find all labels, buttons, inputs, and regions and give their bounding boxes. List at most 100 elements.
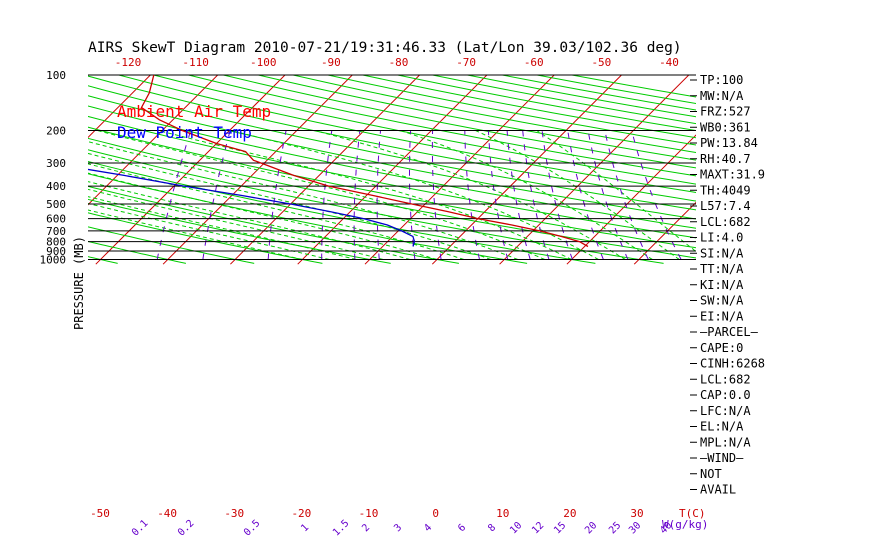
mixing-ratio-label: 12 bbox=[530, 520, 546, 536]
index-label: AVAIL bbox=[700, 483, 736, 497]
moist-adiabat-line bbox=[314, 130, 626, 260]
mixing-ratio-label: 8 bbox=[486, 522, 498, 534]
mixing-ratio-label: 0.5 bbox=[242, 518, 263, 539]
dry-adiabat-line bbox=[88, 126, 696, 249]
dry-adiabat-line bbox=[360, 75, 696, 139]
dry-adiabat-line bbox=[88, 85, 696, 211]
dry-adiabat-line bbox=[88, 212, 323, 264]
dry-adiabat-line bbox=[88, 75, 696, 202]
top-temp-tick-label: -110 bbox=[182, 56, 209, 69]
mixing-ratio-line bbox=[321, 130, 333, 260]
bottom-temp-tick-label: -40 bbox=[157, 507, 177, 520]
index-label: EL:N/A bbox=[700, 420, 744, 434]
mixing-ratio-label: 15 bbox=[552, 520, 568, 536]
mixing-ratio-line bbox=[506, 130, 531, 260]
x-axis-label-temp: T(C) bbox=[679, 507, 706, 520]
dry-adiabat-line bbox=[88, 149, 664, 264]
mixing-ratio-line bbox=[267, 130, 287, 260]
top-temp-tick-label: -70 bbox=[456, 56, 476, 69]
top-temp-tick-label: -60 bbox=[524, 56, 544, 69]
index-label: MAXT:31.9 bbox=[700, 168, 765, 182]
index-label: SW:N/A bbox=[700, 294, 744, 308]
mixing-ratio-label: 2 bbox=[360, 522, 372, 534]
dry-adiabat-line bbox=[151, 75, 696, 185]
isobars bbox=[88, 74, 696, 260]
index-label: PW:13.84 bbox=[700, 136, 758, 150]
top-temp-tick-label: -80 bbox=[389, 56, 409, 69]
index-label: —PARCEL— bbox=[700, 325, 759, 339]
isotherm-line bbox=[88, 75, 152, 139]
mixing-ratio-line bbox=[353, 130, 361, 260]
isotherm-line bbox=[836, 57, 870, 264]
dry-adiabat-line bbox=[290, 75, 696, 153]
mixing-ratio-label: 1.5 bbox=[331, 518, 352, 539]
top-temp-tick-label: -100 bbox=[250, 56, 277, 69]
mixing-ratio-line bbox=[409, 130, 416, 260]
index-label: FRZ:527 bbox=[700, 105, 751, 119]
index-label: NOT bbox=[700, 467, 722, 481]
index-label: L57:7.4 bbox=[700, 199, 751, 213]
pressure-tick-label: 900 bbox=[46, 245, 66, 258]
index-label: MW:N/A bbox=[700, 89, 744, 103]
dry-adiabat-line bbox=[88, 161, 596, 264]
index-label: LCL:682 bbox=[700, 215, 751, 229]
bottom-temp-tick-label: -30 bbox=[224, 507, 244, 520]
mixing-ratio-line bbox=[464, 130, 480, 260]
pressure-tick-label: 800 bbox=[46, 236, 66, 249]
bottom-temp-tick-label: 30 bbox=[630, 507, 643, 520]
mixing-ratio-label: 25 bbox=[607, 520, 623, 536]
bottom-temp-tick-label: 20 bbox=[563, 507, 576, 520]
pressure-tick-label: 1000 bbox=[40, 254, 67, 267]
dry-adiabat-line bbox=[186, 75, 696, 177]
legend-dew-point-temp: Dew Point Temp bbox=[117, 123, 252, 142]
dry-adiabat-line bbox=[88, 226, 255, 264]
chart-title: AIRS SkewT Diagram 2010-07-21/19:31:46.3… bbox=[88, 40, 682, 56]
top-temp-tick-label: -50 bbox=[591, 56, 611, 69]
dry-adiabat-line bbox=[325, 75, 696, 146]
pressure-tick-label: 200 bbox=[46, 125, 66, 138]
dry-adiabat-line bbox=[88, 185, 459, 264]
index-label: LI:4.0 bbox=[700, 231, 743, 245]
dry-adiabat-line bbox=[88, 115, 696, 239]
dry-adiabat-line bbox=[464, 75, 696, 118]
index-label: —WIND— bbox=[700, 451, 744, 465]
index-label: CAP:0.0 bbox=[700, 388, 751, 402]
series-layer bbox=[88, 75, 589, 248]
isotherm-line bbox=[230, 75, 421, 265]
dry-adiabat-line bbox=[221, 75, 696, 169]
bottom-temp-tick-label: 10 bbox=[496, 507, 509, 520]
top-temp-tick-label: -40 bbox=[659, 56, 679, 69]
index-label: WB0:361 bbox=[700, 120, 751, 134]
isotherm-line bbox=[769, 57, 870, 264]
index-label: KI:N/A bbox=[700, 278, 744, 292]
pressure-tick-label: 300 bbox=[46, 157, 66, 170]
top-temp-tick-label: -120 bbox=[115, 56, 142, 69]
index-label: TT:N/A bbox=[700, 262, 744, 276]
pressure-tick-label: 100 bbox=[46, 69, 66, 82]
index-label: EI:N/A bbox=[700, 309, 744, 323]
moist-adiabat-line bbox=[88, 196, 357, 260]
moist-adiabat-line bbox=[158, 130, 572, 260]
mixing-ratio-label: 20 bbox=[583, 520, 599, 536]
dry-adiabat-line bbox=[116, 75, 696, 193]
bottom-temp-tick-label: -20 bbox=[291, 507, 311, 520]
dry-adiabat-line bbox=[88, 137, 696, 259]
pressure-tick-label: 600 bbox=[46, 213, 66, 226]
index-label: TP:100 bbox=[700, 73, 743, 87]
dry-adiabat-line bbox=[88, 198, 391, 264]
x-axis-label-mixing-ratio: W(g/kg) bbox=[662, 518, 708, 531]
dew-point-temp-line bbox=[88, 168, 416, 247]
moist-adiabat-line bbox=[88, 163, 465, 260]
bottom-temp-tick-label: -10 bbox=[359, 507, 379, 520]
dry-adiabat-line bbox=[0, 57, 49, 263]
isotherm-line bbox=[566, 134, 696, 265]
dry-adiabat-line bbox=[88, 173, 528, 264]
mixing-ratio-label: 10 bbox=[508, 520, 524, 536]
isotherm-line bbox=[297, 75, 488, 265]
index-label: LCL:682 bbox=[700, 372, 751, 386]
isotherm-line bbox=[95, 75, 286, 265]
index-label: TH:4049 bbox=[700, 183, 751, 197]
index-label: CAPE:0 bbox=[700, 341, 743, 355]
